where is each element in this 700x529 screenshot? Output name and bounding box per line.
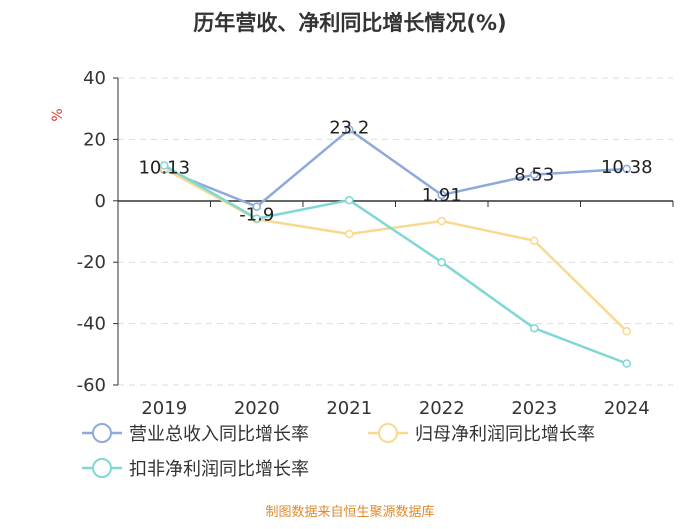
legend-marker-icon xyxy=(92,458,112,478)
chart-title: 历年营收、净利同比增长情况(%) xyxy=(193,11,506,35)
data-point xyxy=(252,214,261,223)
data-point xyxy=(622,359,631,368)
legend-item[interactable]: 扣非净利润同比增长率 xyxy=(82,458,309,480)
x-tick-label: 2020 xyxy=(234,398,280,419)
series-lines xyxy=(160,125,631,368)
legend-label: 营业总收入同比增长率 xyxy=(129,424,309,445)
source-note: 制图数据来自恒生聚源数据库 xyxy=(265,504,434,520)
data-label: 23.2 xyxy=(329,118,369,139)
y-tick-label: -40 xyxy=(77,314,106,335)
data-labels: 10.13 -1.9 23.2 1.91 8.53 10.38 xyxy=(138,118,652,226)
legend-label: 归母净利润同比增长率 xyxy=(415,424,595,445)
y-tick-label: 0 xyxy=(95,191,106,212)
y-tick-label: 20 xyxy=(83,129,106,150)
x-tick-label: 2024 xyxy=(604,398,650,419)
legend-item[interactable]: 归母净利润同比增长率 xyxy=(368,423,595,445)
series-line-2 xyxy=(163,164,628,365)
data-label: 10.13 xyxy=(138,158,190,179)
data-point xyxy=(437,190,446,200)
data-point xyxy=(252,202,261,211)
data-label: 8.53 xyxy=(514,165,554,186)
x-tick-label: 2021 xyxy=(326,398,372,419)
data-point xyxy=(530,236,539,245)
axes: 40 20 0 -20 -40 -60 2019 2020 2021 2022 2023 2024 xyxy=(77,68,674,419)
data-point xyxy=(345,195,354,205)
data-point xyxy=(622,327,631,336)
y-tick-label: -60 xyxy=(77,375,106,396)
series-line-0 xyxy=(163,128,627,208)
x-tick-label: 2019 xyxy=(141,398,187,419)
y-tick-label: -20 xyxy=(77,252,106,273)
legend-item[interactable]: 营业总收入同比增长率 xyxy=(82,423,309,445)
x-tick-label: 2023 xyxy=(511,398,557,419)
data-label: 1.91 xyxy=(422,185,462,206)
data-point xyxy=(437,257,446,267)
data-point xyxy=(622,164,631,174)
data-point xyxy=(345,229,354,239)
x-tick-label: 2022 xyxy=(419,398,465,419)
data-label: 10.38 xyxy=(601,157,653,178)
data-point xyxy=(437,216,446,226)
data-label: -1.9 xyxy=(239,205,274,226)
data-point xyxy=(530,170,539,179)
series-line-1 xyxy=(163,167,628,333)
y-axis-unit: % xyxy=(50,108,66,121)
data-point xyxy=(530,323,539,333)
y-tick-label: 40 xyxy=(83,68,106,89)
data-point xyxy=(160,161,169,170)
legend-label: 扣非净利润同比增长率 xyxy=(129,459,309,480)
legend-marker-icon xyxy=(378,423,398,443)
grid-lines xyxy=(118,77,673,386)
legend-marker-icon xyxy=(92,423,112,443)
data-point xyxy=(345,125,354,134)
